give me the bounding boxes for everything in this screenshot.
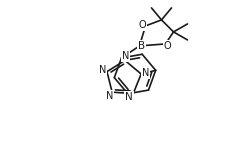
Text: N: N xyxy=(99,65,107,75)
Text: O: O xyxy=(164,41,171,51)
Text: B: B xyxy=(138,41,145,51)
Text: N: N xyxy=(125,92,133,102)
Text: O: O xyxy=(139,20,146,30)
Text: N: N xyxy=(121,51,129,61)
Text: N: N xyxy=(142,68,149,78)
Text: N: N xyxy=(106,91,113,101)
